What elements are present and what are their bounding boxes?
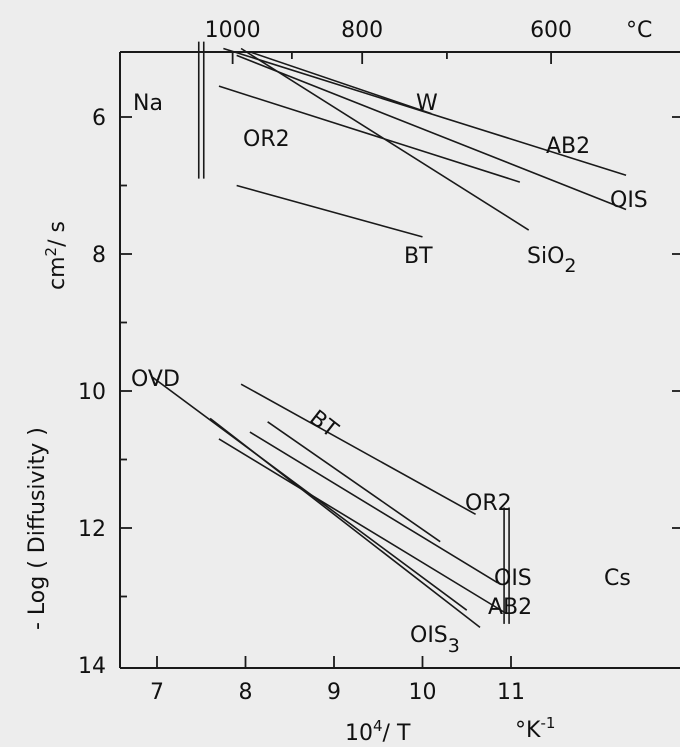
series-line-na-w (249, 51, 432, 115)
x-tick-label: 9 (327, 680, 341, 705)
top-axis-unit: °C (626, 18, 652, 43)
y-tick-label: 6 (92, 106, 106, 131)
label-cs: Cs (604, 566, 631, 591)
marker-lines (197, 41, 510, 624)
series-line-cs-or2 (240, 383, 476, 515)
label-or2-top: OR2 (243, 127, 290, 152)
series-line-na-bt (236, 184, 423, 238)
y-tick-label: 14 (78, 654, 106, 679)
series-line-cs-ois3 (209, 417, 481, 628)
series-labels: Na W AB2 OIS OR2 SiO2 BT OVD BT OR2 OIS … (131, 91, 648, 657)
label-ovd: OVD (131, 367, 180, 392)
series-lines (152, 47, 627, 628)
x-axis-title: 104/ T (345, 717, 411, 746)
y-axis-title: - Log ( Diffusivity ) (25, 427, 50, 630)
label-ois-bottom: OIS (494, 566, 532, 591)
x-tick-label: 8 (239, 680, 253, 705)
x-tick-label: 10 (409, 680, 437, 705)
y-tick-label: 8 (92, 243, 106, 268)
plot-frame (119, 51, 680, 669)
y-tick-label: 10 (78, 380, 106, 405)
label-or2-bottom: OR2 (465, 491, 512, 516)
label-ab2-bottom: AB2 (488, 595, 532, 620)
series-line-na-ois (236, 54, 627, 211)
label-na: Na (133, 91, 163, 116)
series-line-cs-bt (267, 421, 441, 543)
top-tick-label: 1000 (205, 18, 261, 43)
label-ois3: OIS3 (410, 623, 460, 657)
y-axis-unit: cm2/ s (42, 221, 70, 290)
top-tick-label: 800 (341, 18, 383, 43)
axis-tick-labels: 7 8 9 10 11 6 8 10 12 14 1000 800 600 (78, 18, 572, 705)
x-tick-label: 11 (497, 680, 525, 705)
series-line-cs-ab2 (218, 438, 507, 615)
y-tick-label: 12 (78, 517, 106, 542)
label-ois-top: OIS (610, 188, 648, 213)
x-tick-label: 7 (150, 680, 164, 705)
series-line-na-or2 (218, 85, 521, 183)
label-bt-top: BT (404, 244, 433, 269)
x-axis-unit: °K-1 (515, 714, 555, 743)
top-tick-label: 600 (530, 18, 572, 43)
label-sio2: SiO2 (527, 244, 577, 277)
label-ab2-top: AB2 (546, 134, 590, 159)
series-line-na-ab2 (223, 47, 627, 176)
label-w: W (416, 91, 438, 116)
series-line-cs-ois (249, 431, 499, 584)
axis-ticks (120, 52, 680, 668)
